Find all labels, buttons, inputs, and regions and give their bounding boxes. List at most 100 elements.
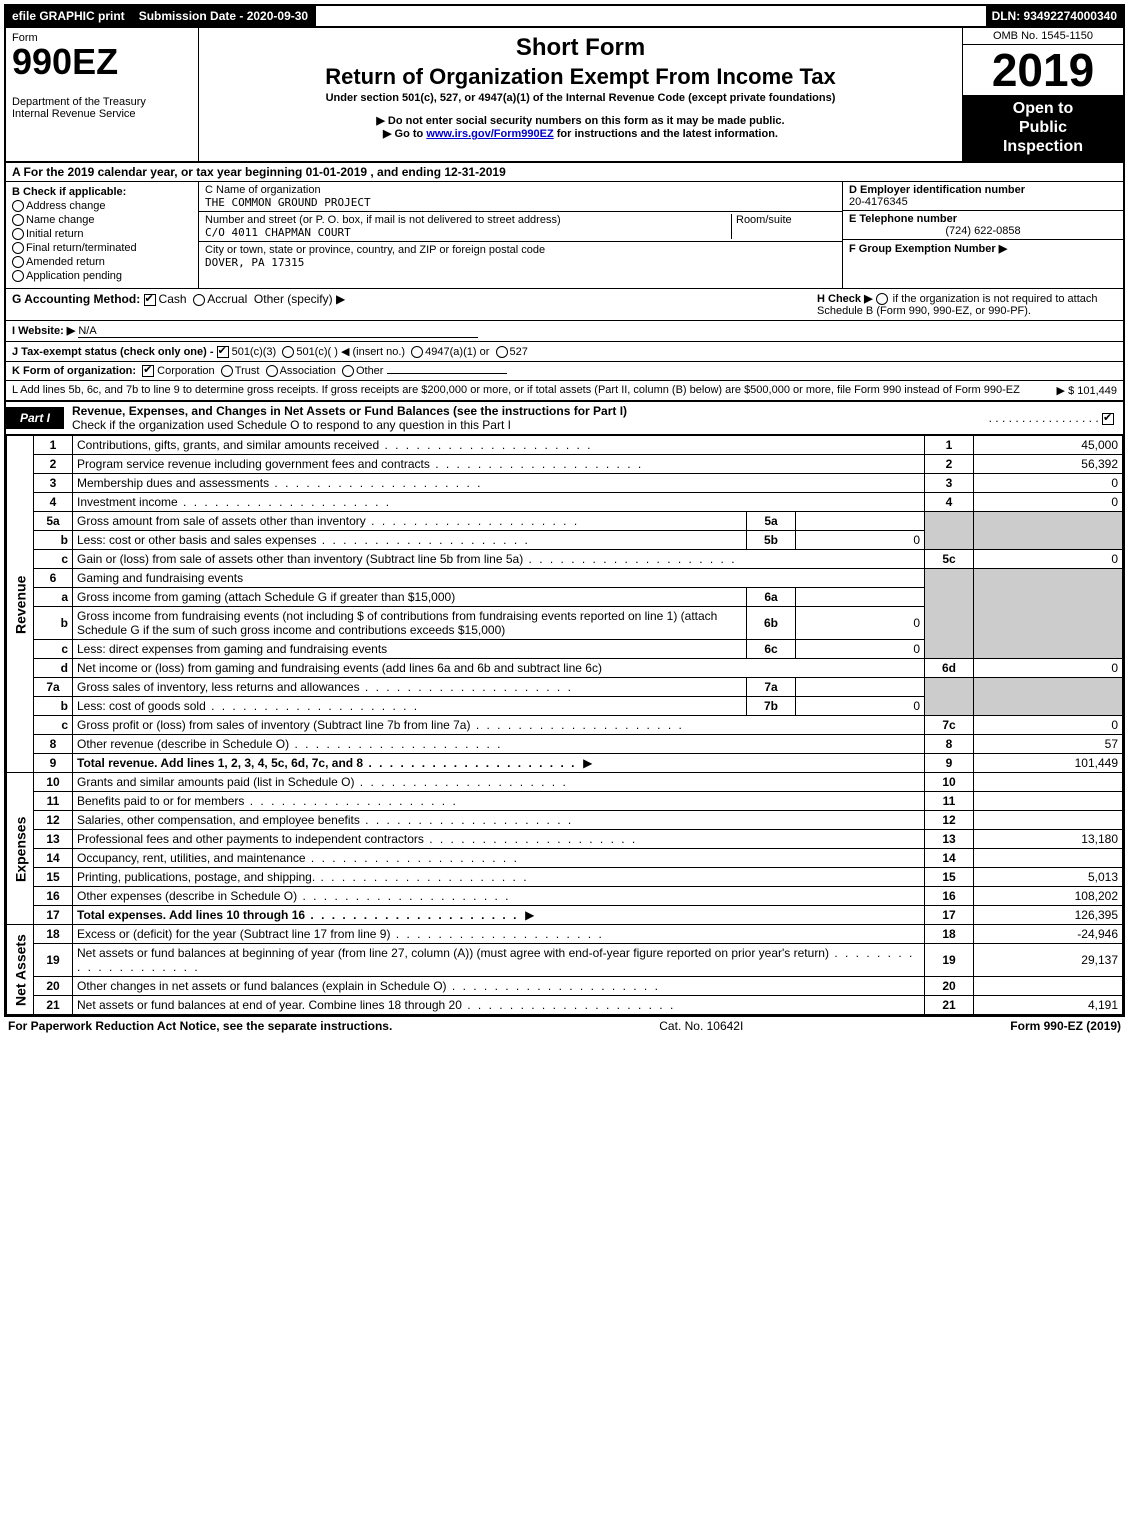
rl-15: 15 (925, 868, 974, 887)
chk-501c[interactable] (282, 346, 294, 358)
val-9: 101,449 (974, 754, 1123, 773)
lbl-association: Association (280, 365, 336, 377)
lbl-name-change: Name change (26, 214, 95, 226)
lbl-address-change: Address change (26, 200, 106, 212)
ml-5b: 5b (747, 531, 796, 550)
val-18: -24,946 (974, 925, 1123, 944)
rl-1: 1 (925, 436, 974, 455)
col-b: B Check if applicable: Address change Na… (6, 182, 199, 289)
desc-5a: Gross amount from sale of assets other t… (73, 512, 747, 531)
short-form-title: Short Form (205, 34, 956, 62)
lbl-cash: Cash (159, 292, 187, 306)
desc-7b: Less: cost of goods sold (73, 697, 747, 716)
row-j: J Tax-exempt status (check only one) - 5… (6, 342, 1123, 362)
ln-15: 15 (34, 868, 73, 887)
desc-6c: Less: direct expenses from gaming and fu… (73, 640, 747, 659)
efile-print[interactable]: efile GRAPHIC print (6, 6, 133, 26)
ln-18: 18 (34, 925, 73, 944)
chk-address-change[interactable]: Address change (12, 200, 192, 212)
inspect-line3: Inspection (1003, 138, 1083, 155)
dln: DLN: 93492274000340 (986, 6, 1123, 26)
rl-16: 16 (925, 887, 974, 906)
desc-13: Professional fees and other payments to … (73, 830, 925, 849)
desc-19: Net assets or fund balances at beginning… (73, 944, 925, 977)
lbl-corporation: Corporation (157, 365, 214, 377)
chk-501c3[interactable] (217, 346, 229, 358)
part1-title: Revenue, Expenses, and Changes in Net As… (64, 402, 635, 434)
chk-trust[interactable] (221, 365, 233, 377)
chk-4947[interactable] (411, 346, 423, 358)
mv-7a (796, 678, 925, 697)
rl-8: 8 (925, 735, 974, 754)
chk-amended-return[interactable]: Amended return (12, 256, 192, 268)
k-other-input[interactable] (387, 373, 507, 374)
omb-number: OMB No. 1545-1150 (963, 28, 1123, 45)
chk-final-return[interactable]: Final return/terminated (12, 242, 192, 254)
subtitle: Under section 501(c), 527, or 4947(a)(1)… (205, 92, 956, 104)
desc-18: Excess or (deficit) for the year (Subtra… (73, 925, 925, 944)
chk-other-org[interactable] (342, 365, 354, 377)
lbl-initial-return: Initial return (26, 228, 83, 240)
mv-6c: 0 (796, 640, 925, 659)
chk-association[interactable] (266, 365, 278, 377)
rl-11: 11 (925, 792, 974, 811)
chk-cash[interactable] (144, 294, 156, 306)
mv-7b: 0 (796, 697, 925, 716)
val-16: 108,202 (974, 887, 1123, 906)
mv-6b: 0 (796, 607, 925, 640)
rl-6-shade (925, 569, 974, 659)
val-15: 5,013 (974, 868, 1123, 887)
header-right: OMB No. 1545-1150 2019 Open to Public In… (962, 28, 1123, 161)
desc-9: Total revenue. Add lines 1, 2, 3, 4, 5c,… (73, 754, 925, 773)
ln-7a: 7a (34, 678, 73, 697)
chk-corporation[interactable] (142, 365, 154, 377)
desc-4: Investment income (73, 493, 925, 512)
ln-17: 17 (34, 906, 73, 925)
part1-tab: Part I (6, 407, 64, 429)
desc-20: Other changes in net assets or fund bala… (73, 977, 925, 996)
ln-4: 4 (34, 493, 73, 512)
val-14 (974, 849, 1123, 868)
val-21: 4,191 (974, 996, 1123, 1015)
rl-12: 12 (925, 811, 974, 830)
desc-1: Contributions, gifts, grants, and simila… (73, 436, 925, 455)
return-title: Return of Organization Exempt From Incom… (205, 64, 956, 90)
ln-6b: b (34, 607, 73, 640)
c-name-label: C Name of organization (205, 184, 836, 196)
desc-6a: Gross income from gaming (attach Schedul… (73, 588, 747, 607)
ln-11: 11 (34, 792, 73, 811)
inspect-line2: Public (1019, 119, 1067, 136)
l-text: L Add lines 5b, 6c, and 7b to line 9 to … (12, 384, 1037, 397)
chk-h[interactable] (876, 293, 888, 305)
chk-accrual[interactable] (193, 294, 205, 306)
lbl-501c3: 501(c)(3) (232, 346, 277, 358)
chk-name-change[interactable]: Name change (12, 214, 192, 226)
desc-3: Membership dues and assessments (73, 474, 925, 493)
chk-application-pending[interactable]: Application pending (12, 270, 192, 282)
j-label: J Tax-exempt status (check only one) - (12, 346, 217, 358)
chk-initial-return[interactable]: Initial return (12, 228, 192, 240)
ln-19: 19 (34, 944, 73, 977)
rl-7c: 7c (925, 716, 974, 735)
section-expenses: Expenses (7, 773, 34, 925)
chk-schedo[interactable] (1102, 413, 1114, 425)
ln-10: 10 (34, 773, 73, 792)
desc-7c: Gross profit or (loss) from sales of inv… (73, 716, 925, 735)
lbl-application-pending: Application pending (26, 270, 122, 282)
val-2: 56,392 (974, 455, 1123, 474)
irs-link[interactable]: www.irs.gov/Form990EZ (426, 128, 553, 140)
rl-17: 17 (925, 906, 974, 925)
ln-5c: c (34, 550, 73, 569)
lbl-accrual: Accrual (207, 292, 247, 306)
ln-5b: b (34, 531, 73, 550)
c-city-label: City or town, state or province, country… (205, 244, 836, 256)
b-title: B Check if applicable: (12, 186, 192, 198)
rl-21: 21 (925, 996, 974, 1015)
val-5c: 0 (974, 550, 1123, 569)
lbl-final-return: Final return/terminated (26, 242, 137, 254)
l-value: ▶ $ 101,449 (1037, 384, 1117, 397)
chk-527[interactable] (496, 346, 508, 358)
lbl-other-specify: Other (specify) ▶ (254, 292, 345, 306)
part1-schedo-check: . . . . . . . . . . . . . . . . . (989, 411, 1123, 425)
val-19: 29,137 (974, 944, 1123, 977)
